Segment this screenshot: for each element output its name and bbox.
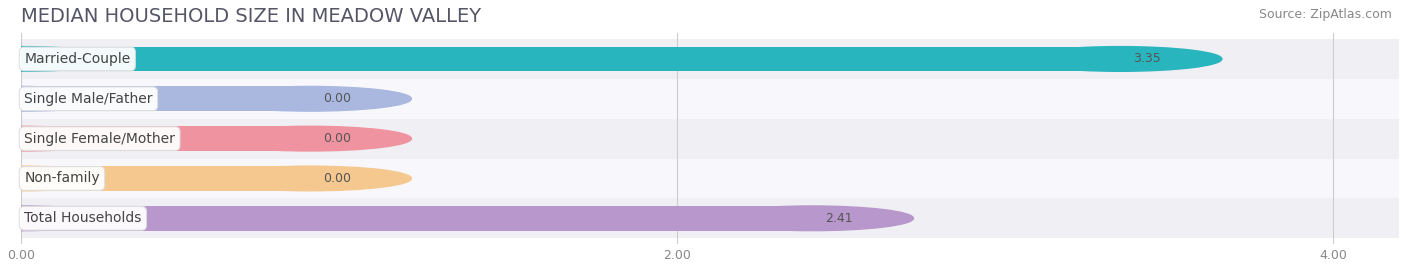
Text: Single Female/Mother: Single Female/Mother — [24, 132, 176, 146]
Circle shape — [208, 166, 412, 191]
Circle shape — [0, 47, 122, 71]
Bar — [21, 206, 811, 231]
Text: 0.00: 0.00 — [323, 132, 352, 145]
Circle shape — [710, 206, 914, 231]
Text: MEDIAN HOUSEHOLD SIZE IN MEADOW VALLEY: MEDIAN HOUSEHOLD SIZE IN MEADOW VALLEY — [21, 7, 481, 26]
Text: Single Male/Father: Single Male/Father — [24, 92, 153, 106]
Circle shape — [0, 86, 122, 111]
Text: Source: ZipAtlas.com: Source: ZipAtlas.com — [1258, 8, 1392, 21]
Bar — [21, 166, 309, 191]
Text: 0.00: 0.00 — [323, 172, 352, 185]
Text: 3.35: 3.35 — [1133, 52, 1161, 65]
Circle shape — [0, 206, 122, 231]
Circle shape — [208, 126, 412, 151]
Bar — [21, 158, 1399, 198]
Text: Married-Couple: Married-Couple — [24, 52, 131, 66]
Bar — [21, 79, 1399, 119]
Bar — [21, 198, 1399, 238]
Bar — [21, 47, 1121, 71]
Bar — [21, 126, 309, 151]
Circle shape — [208, 86, 412, 111]
Text: Non-family: Non-family — [24, 171, 100, 185]
Circle shape — [0, 166, 122, 191]
Bar — [21, 119, 1399, 158]
Circle shape — [1018, 47, 1222, 71]
Text: 0.00: 0.00 — [323, 92, 352, 105]
Bar — [21, 39, 1399, 79]
Text: Total Households: Total Households — [24, 211, 142, 225]
Text: 2.41: 2.41 — [825, 212, 852, 225]
Circle shape — [0, 126, 122, 151]
Bar — [21, 86, 309, 111]
